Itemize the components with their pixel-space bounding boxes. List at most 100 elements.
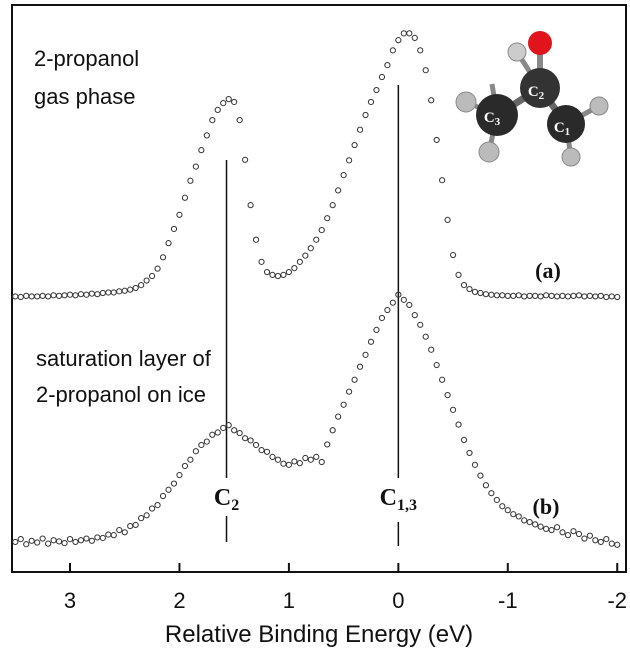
data-point <box>291 458 298 465</box>
data-point <box>455 421 462 428</box>
data-point <box>203 132 210 139</box>
data-point <box>345 157 353 164</box>
data-point <box>570 292 577 299</box>
annotation: gas phase <box>34 84 136 109</box>
data-point <box>460 281 468 289</box>
data-point <box>242 435 249 442</box>
data-point <box>471 461 479 468</box>
data-point <box>329 427 336 434</box>
data-point <box>110 532 117 539</box>
data-point <box>72 538 79 546</box>
data-point <box>143 277 150 284</box>
data-point <box>526 519 533 526</box>
data-point <box>17 293 24 301</box>
data-point <box>614 293 621 301</box>
data-point <box>154 265 161 272</box>
x-tick-label: 3 <box>64 588 76 613</box>
annotation: saturation layer of <box>36 346 212 371</box>
data-point <box>225 96 232 103</box>
data-point <box>258 258 265 265</box>
data-point <box>170 480 178 487</box>
data-point <box>263 448 271 455</box>
data-point <box>471 288 479 296</box>
data-point <box>564 293 572 300</box>
data-point <box>466 449 473 457</box>
data-point <box>45 540 52 547</box>
data-point <box>280 460 287 467</box>
data-point <box>83 535 90 542</box>
data-point <box>170 225 178 233</box>
data-point <box>406 301 413 309</box>
data-point <box>181 194 189 201</box>
data-point <box>99 534 106 542</box>
data-point <box>242 156 249 163</box>
data-point <box>564 532 572 539</box>
peak-label: C2 <box>214 485 239 514</box>
data-point <box>143 512 150 519</box>
data-point <box>439 177 446 184</box>
data-point <box>603 293 610 301</box>
data-point <box>105 289 112 296</box>
data-point <box>252 236 260 243</box>
data-point <box>39 535 46 542</box>
data-point <box>608 540 615 547</box>
data-point <box>138 515 145 522</box>
data-point <box>553 524 561 531</box>
data-point <box>373 86 380 94</box>
data-point <box>356 126 364 133</box>
data-point <box>575 530 583 538</box>
data-point <box>351 141 358 149</box>
data-point <box>198 441 205 449</box>
data-point <box>449 406 457 413</box>
data-point <box>77 537 85 544</box>
data-point <box>597 538 604 546</box>
data-point <box>50 292 57 299</box>
peak-label-sub: 2 <box>231 497 239 514</box>
data-point <box>159 492 167 500</box>
data-point <box>493 292 500 299</box>
data-point <box>55 538 63 545</box>
data-point <box>105 531 112 538</box>
data-point <box>362 351 369 358</box>
data-point <box>313 236 320 243</box>
data-point <box>165 486 172 493</box>
data-point <box>460 436 468 443</box>
data-point <box>55 292 63 299</box>
data-point <box>586 292 593 299</box>
data-point <box>50 537 57 544</box>
data-point <box>121 529 128 536</box>
data-point <box>395 37 402 44</box>
data-point <box>132 284 139 292</box>
data-point <box>252 441 260 449</box>
atom-label-sub: 1 <box>565 126 571 138</box>
atom-label: C1 <box>554 120 570 138</box>
data-point <box>23 292 30 299</box>
data-point <box>318 458 325 466</box>
data-point <box>521 517 528 524</box>
data-point <box>581 293 588 300</box>
peak-label-sub: 1,3 <box>397 497 417 514</box>
x-tick-label: 1 <box>283 588 295 613</box>
data-point <box>335 413 342 420</box>
data-point <box>433 361 440 369</box>
atom-label-sub: 3 <box>495 116 501 128</box>
data-point <box>247 202 254 209</box>
data-point <box>187 456 194 463</box>
data-point <box>510 292 517 299</box>
data-point <box>389 47 396 54</box>
data-point <box>231 98 238 106</box>
data-point <box>28 537 35 544</box>
data-point <box>291 264 298 272</box>
atom-label-main: C <box>484 110 495 126</box>
data-point <box>504 507 511 514</box>
data-point <box>159 254 167 261</box>
data-point <box>187 177 194 184</box>
data-point <box>17 536 24 543</box>
data-point <box>395 291 402 298</box>
data-point <box>575 292 583 299</box>
peak-label: C1,3 <box>380 485 417 514</box>
data-point <box>296 258 303 265</box>
data-point <box>384 306 391 314</box>
data-point <box>318 226 325 234</box>
